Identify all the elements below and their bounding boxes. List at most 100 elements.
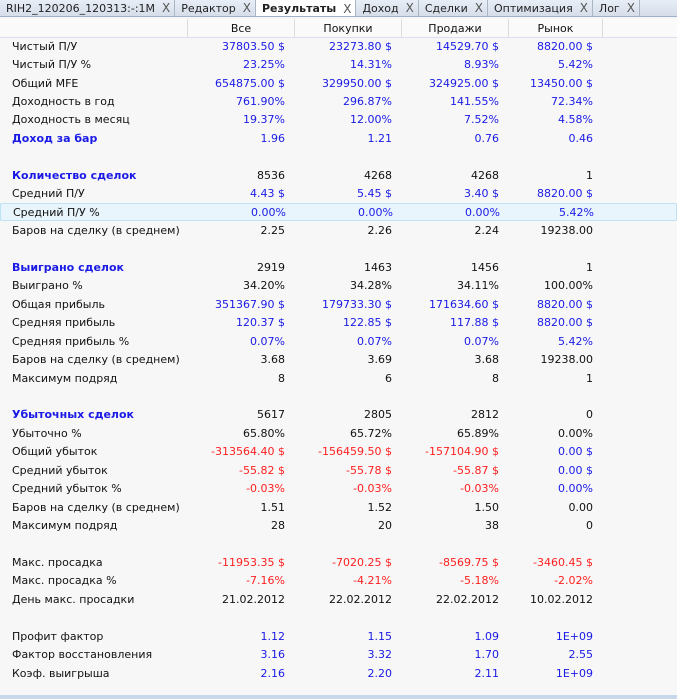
cell-value: 8 [278, 371, 285, 385]
close-icon[interactable]: X [162, 1, 171, 15]
table-row[interactable]: Коэф. выигрыша 2.16 2.20 2.11 1E+09 [0, 664, 677, 682]
cell-value: 1.12 [260, 629, 286, 643]
header-buys[interactable]: Покупки [295, 19, 402, 37]
close-icon[interactable]: X [343, 1, 352, 16]
spacer-row[interactable] [0, 387, 677, 405]
cell-value: 0.00 $ [558, 463, 593, 477]
tab-3[interactable]: Доход X [356, 0, 419, 16]
cell-value: 5.45 $ [357, 187, 392, 201]
tab-5[interactable]: Оптимизация X [488, 0, 593, 16]
cell-value: 72.34% [551, 95, 593, 109]
table-row[interactable]: Макс. просадка % -7.16% -4.21% -5.18% -2.02% [0, 572, 677, 590]
close-icon[interactable]: X [242, 1, 251, 15]
cell-value: 37803.50 $ [222, 39, 285, 53]
row-label: Доходность в месяц [12, 113, 130, 127]
spacer-row[interactable] [0, 148, 677, 166]
cell-value: 0.07% [250, 334, 285, 348]
bottom-border [0, 695, 677, 699]
table-row[interactable]: Общая прибыль 351367.90 $ 179733.30 $ 17163… [0, 295, 677, 313]
cell-value: 65.72% [350, 426, 392, 440]
close-icon[interactable]: X [579, 1, 588, 15]
cell-value: 19238.00 [540, 224, 594, 238]
table-row[interactable]: Макс. просадка -11953.35 $ -7020.25 $ -8569… [0, 553, 677, 571]
row-label: Выиграно % [12, 279, 83, 293]
cell-value: 8820.00 $ [537, 187, 593, 201]
cell-value: 0.00% [558, 426, 593, 440]
close-icon[interactable]: X [626, 1, 635, 15]
cell-value: 1.70 [474, 648, 500, 662]
cell-value: -55.82 $ [239, 463, 285, 477]
header-all[interactable]: Все [188, 19, 295, 37]
cell-value: 1.50 [474, 500, 500, 514]
table-row[interactable]: Общий MFE 654875.00 $ 329950.00 $ 324925.00… [0, 74, 677, 92]
table-row[interactable]: Убыточных сделок 5617 2805 2812 0 [0, 406, 677, 424]
cell-value: 2.16 [260, 666, 286, 680]
tab-label: Доход [362, 1, 399, 15]
row-label: Средний убыток % [12, 482, 122, 496]
table-row[interactable]: Баров на сделку (в среднем) 2.25 2.26 2.24 1… [0, 221, 677, 239]
row-label: Убыточных сделок [12, 408, 135, 422]
tab-4[interactable]: Сделки X [419, 0, 488, 16]
cell-value: 1.51 [260, 500, 286, 514]
cell-value: 4.58% [558, 113, 593, 127]
tab-1[interactable]: Редактор X [175, 0, 256, 16]
table-row[interactable]: Общий убыток -313564.40 $ -156459.50 $ -157… [0, 443, 677, 461]
cell-value: 1E+09 [555, 666, 593, 680]
cell-value: 2.55 [568, 648, 594, 662]
tab-bar: RIH2_120206_120313:-:1M X Редактор X Результ… [0, 0, 677, 17]
tab-0[interactable]: RIH2_120206_120313:-:1M X [0, 0, 176, 16]
table-row[interactable]: Средний П/У 4.43 $ 5.45 $ 3.40 $ 8820.00 $ [0, 185, 677, 203]
table-row[interactable]: Максимум подряд 8 6 8 1 [0, 369, 677, 387]
table-row[interactable]: Чистый П/У 37803.50 $ 23273.80 $ 14529.70 $… [0, 37, 677, 55]
table-row[interactable]: Доход за бар 1.96 1.21 0.76 0.46 [0, 129, 677, 147]
table-row[interactable]: Фактор восстановления 3.16 3.32 1.70 2.55 [0, 645, 677, 663]
table-row[interactable]: Средний П/У % 0.00% 0.00% 0.00% 5.42% [0, 202, 677, 222]
table-row[interactable]: Средняя прибыль % 0.07% 0.07% 0.07% 5.42% [0, 332, 677, 350]
cell-value: -5.18% [460, 574, 499, 588]
table-row[interactable]: Максимум подряд 28 20 38 0 [0, 516, 677, 534]
table-row[interactable]: Доходность в год 761.90% 296.87% 141.55% 72.… [0, 92, 677, 110]
cell-value: -313564.40 $ [211, 445, 285, 459]
header-sells[interactable]: Продажи [402, 19, 509, 37]
cell-value: 0.00% [465, 205, 500, 219]
spacer-row[interactable] [0, 609, 677, 627]
spacer-row[interactable] [0, 535, 677, 553]
column-header: Все Покупки Продажи Рынок [0, 19, 677, 38]
table-row[interactable]: Средняя прибыль 120.37 $ 122.85 $ 117.88 $ 8… [0, 314, 677, 332]
close-icon[interactable]: X [405, 1, 414, 15]
spacer-row[interactable] [0, 240, 677, 258]
cell-value: 1 [586, 371, 593, 385]
close-icon[interactable]: X [474, 1, 483, 15]
row-label: День макс. просадки [12, 592, 135, 606]
table-row[interactable]: Баров на сделку (в среднем) 1.51 1.52 1.50 0… [0, 498, 677, 516]
table-row[interactable]: День макс. просадки 21.02.2012 22.02.2012 2… [0, 590, 677, 608]
row-label: Профит фактор [12, 629, 104, 643]
tab-6[interactable]: Лог X [593, 0, 640, 16]
cell-value: 28 [271, 519, 285, 533]
cell-value: -11953.35 $ [218, 555, 285, 569]
header-market[interactable]: Рынок [509, 19, 603, 37]
cell-value: 14.31% [350, 58, 392, 72]
table-row[interactable]: Убыточно % 65.80% 65.72% 65.89% 0.00% [0, 424, 677, 442]
cell-value: 1.09 [474, 629, 500, 643]
cell-value: 3.68 [260, 353, 286, 367]
cell-value: 21.02.2012 [222, 592, 285, 606]
table-row[interactable]: Чистый П/У % 23.25% 14.31% 8.93% 5.42% [0, 55, 677, 73]
cell-value: 0.00 [568, 500, 594, 514]
table-row[interactable]: Доходность в месяц 19.37% 12.00% 7.52% 4.58% [0, 111, 677, 129]
cell-value: -157104.90 $ [425, 445, 499, 459]
tab-label: RIH2_120206_120313:-:1M [6, 1, 156, 15]
table-row[interactable]: Выиграно % 34.20% 34.28% 34.11% 100.00% [0, 277, 677, 295]
table-row[interactable]: Баров на сделку (в среднем) 3.68 3.69 3.68 1… [0, 350, 677, 368]
table-row[interactable]: Выиграно сделок 2919 1463 1456 1 [0, 258, 677, 276]
table-row[interactable]: Количество сделок 8536 4268 4268 1 [0, 166, 677, 184]
table-row[interactable]: Профит фактор 1.12 1.15 1.09 1E+09 [0, 627, 677, 645]
cell-value: 1.96 [260, 131, 286, 145]
tab-2[interactable]: Результаты X [256, 0, 357, 16]
cell-value: 3.16 [260, 648, 286, 662]
results-table: Чистый П/У 37803.50 $ 23273.80 $ 14529.70 $… [0, 37, 677, 682]
table-row[interactable]: Средний убыток % -0.03% -0.03% -0.03% 0.00% [0, 480, 677, 498]
tab-label: Сделки [424, 1, 468, 15]
table-row[interactable]: Средний убыток -55.82 $ -55.78 $ -55.87 $ 0.… [0, 461, 677, 479]
cell-value: -2.02% [554, 574, 593, 588]
